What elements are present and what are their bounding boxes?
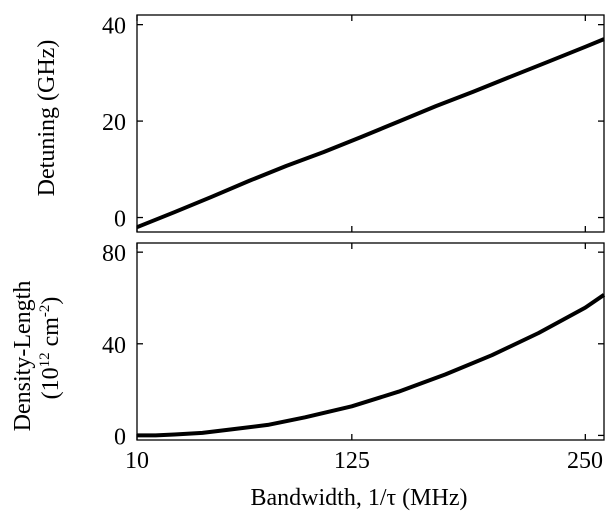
detuning-axis-label: Detuning (GHz) [34,40,60,197]
unit-part-open: (10 [38,367,64,399]
density-length-panel: 0 40 80 10 125 250 [102,241,606,474]
density-length-axis-label: Density-Length [10,281,36,432]
detuning-axes-frame [136,14,605,233]
detuning-ytick-label: 20 [102,110,126,136]
density-length-xtick-label: 250 [567,448,603,474]
density-length-ytick-label: 80 [102,241,126,267]
unit-part-cm: cm [38,317,64,353]
unit-exponent-minus2: -2 [37,305,53,318]
density-length-ytick-label: 40 [102,333,126,359]
detuning-ytick-label: 40 [102,14,126,40]
density-length-xtick-label: 125 [334,448,370,474]
unit-exponent-12: 12 [37,352,53,367]
bandwidth-axis-label: Bandwidth, 1/τ (MHz) [251,485,468,511]
density-length-series-line [137,293,606,438]
density-length-xtick-label: 10 [125,448,149,474]
detuning-ytick-label: 0 [114,207,126,233]
detuning-series-line [136,37,605,230]
density-length-axes-frame [136,242,605,441]
density-length-unit-label: (1012 cm-2) [37,297,64,400]
detuning-panel: 0 20 40 [102,14,605,233]
unit-part-close: ) [38,297,64,305]
density-length-ytick-label: 0 [114,424,126,450]
